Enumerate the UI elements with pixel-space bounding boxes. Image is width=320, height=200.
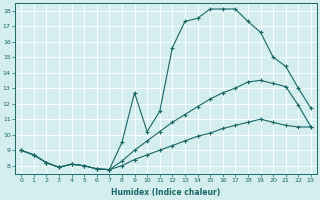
X-axis label: Humidex (Indice chaleur): Humidex (Indice chaleur) xyxy=(111,188,221,197)
